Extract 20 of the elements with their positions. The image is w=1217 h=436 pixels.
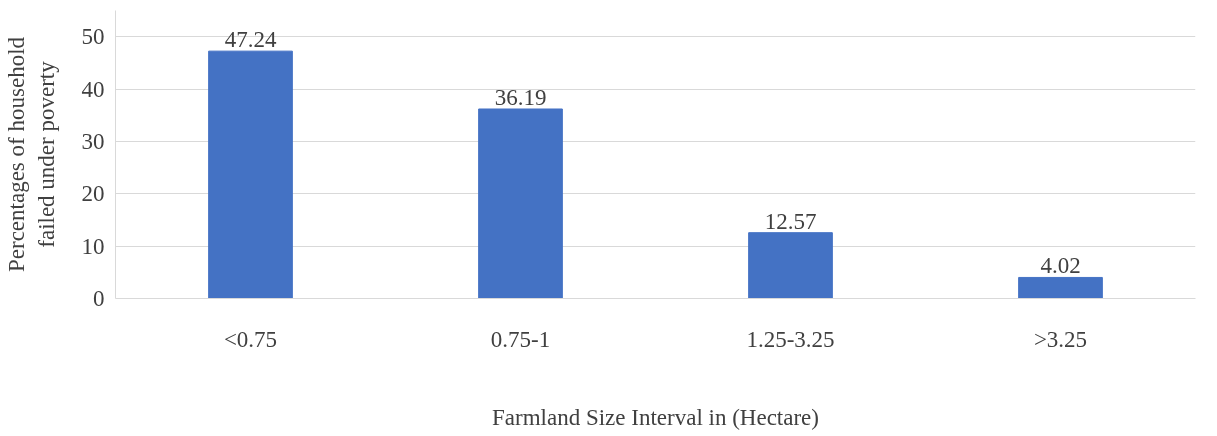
y-tick-label: 50	[81, 24, 105, 50]
y-tick-label: 40	[81, 76, 105, 102]
y-tick-label: 20	[81, 181, 105, 207]
bar	[748, 232, 833, 299]
data-label: 36.19	[494, 85, 547, 110]
y-tick-label: 30	[81, 128, 105, 154]
x-axis-title: Farmland Size Interval in (Hectare)	[492, 404, 819, 430]
bar	[208, 50, 293, 299]
x-tick-label: <0.75	[223, 326, 278, 352]
y-axis-title: Percentages of household failed under poverty	[3, 36, 59, 273]
bar	[1018, 276, 1103, 299]
y-tick-label: 0	[93, 286, 105, 311]
data-label: 47.24	[224, 27, 277, 53]
bar	[478, 108, 563, 299]
data-label: 4.02	[1040, 253, 1081, 279]
data-label: 12.57	[764, 208, 817, 234]
x-tick-label: 0.75-1	[490, 326, 551, 352]
x-tick-label: 1.25-3.25	[746, 326, 835, 352]
y-tick-label: 10	[81, 233, 105, 259]
x-tick-label: >3.25	[1033, 326, 1088, 352]
